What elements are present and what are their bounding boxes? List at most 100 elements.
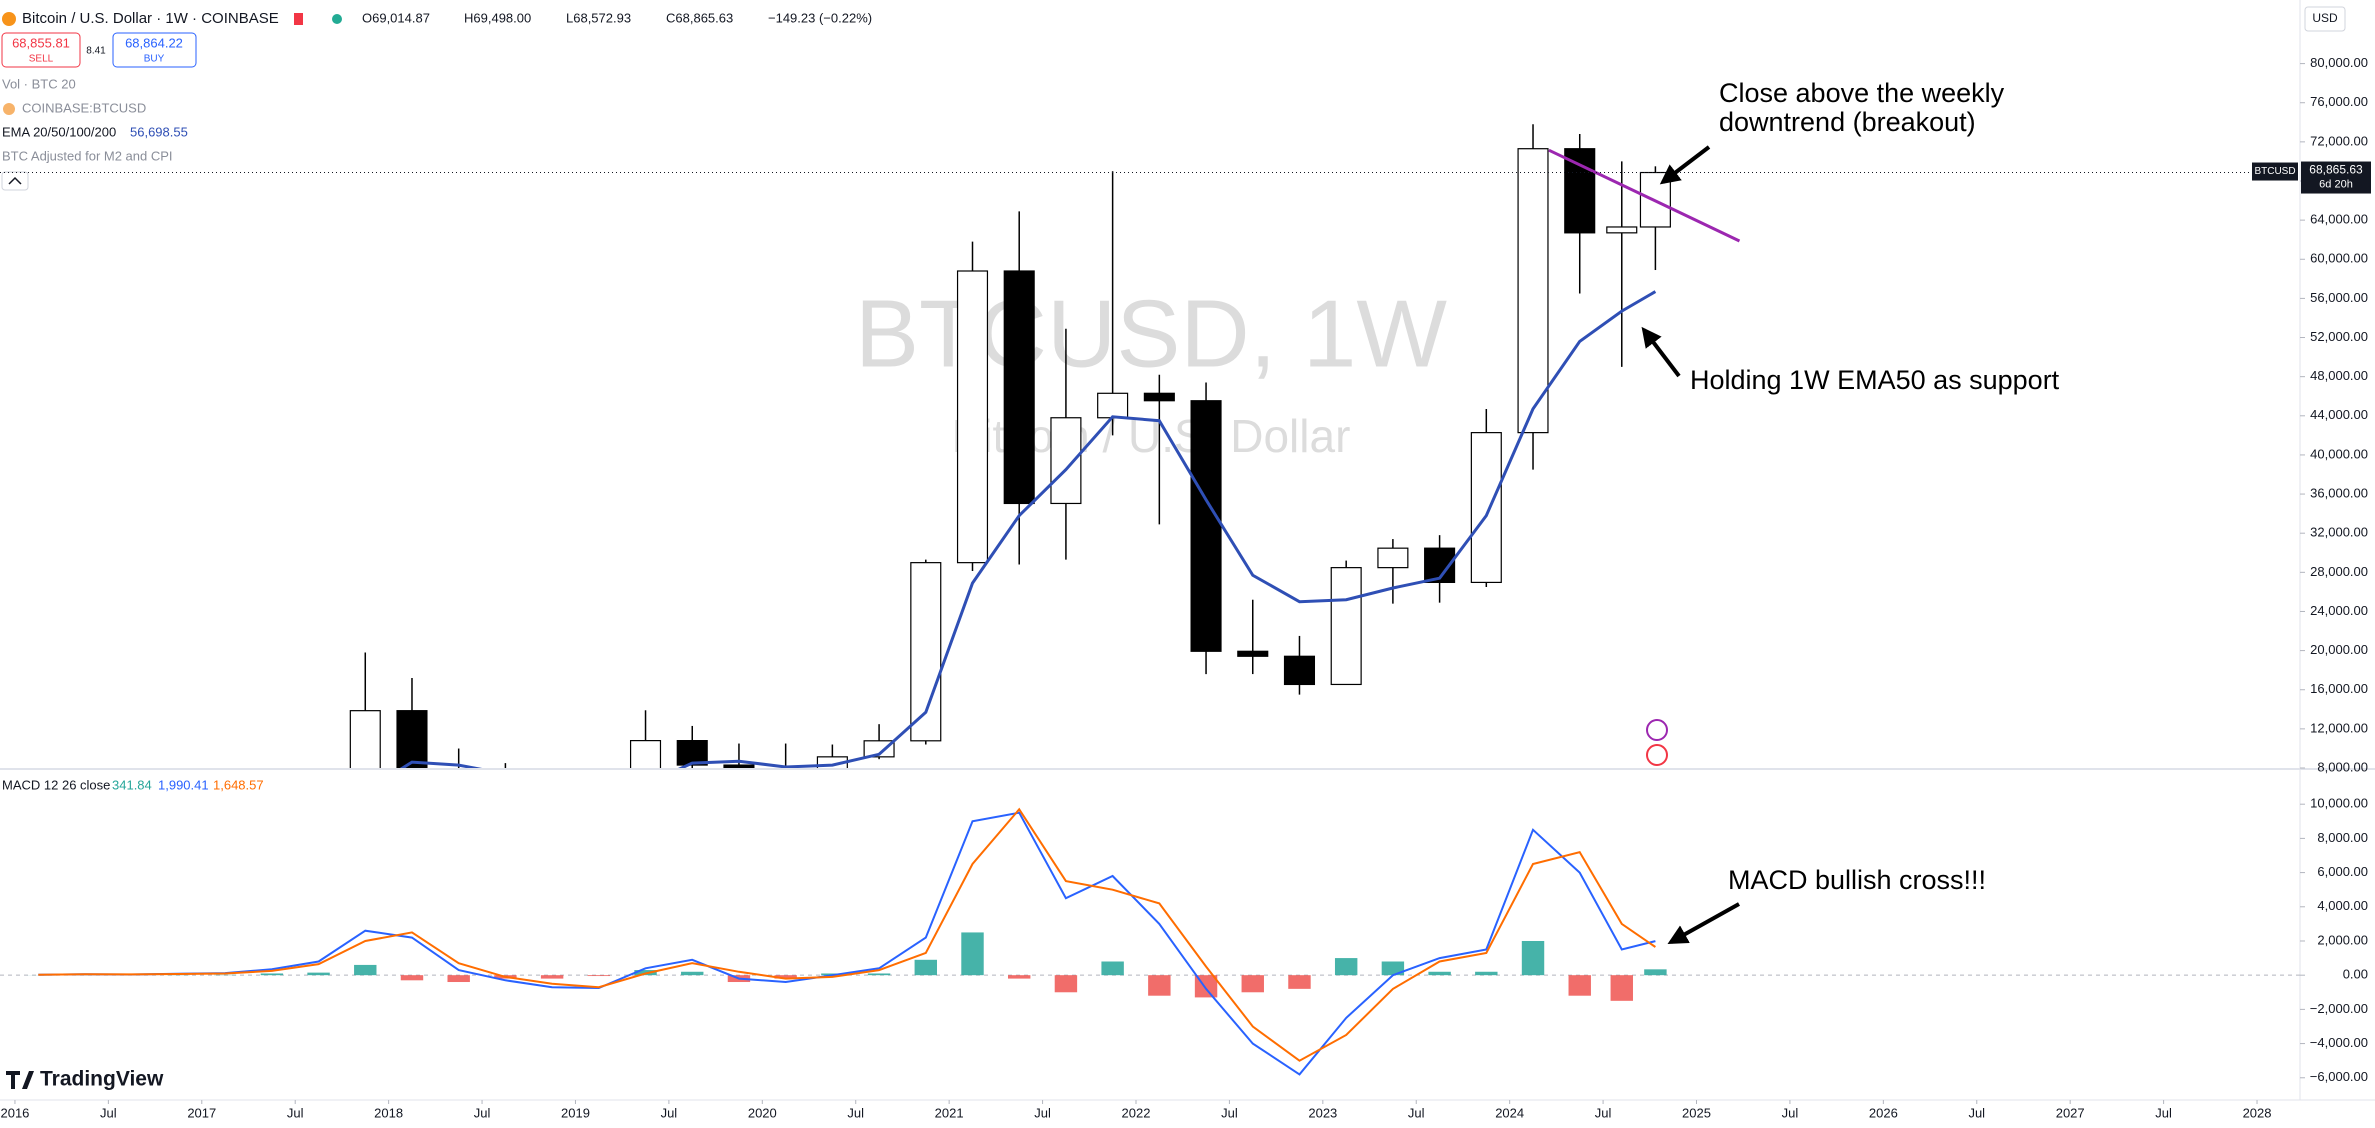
x-tick-label: Jul — [2155, 1105, 2172, 1120]
y-tick-label: 76,000.00 — [2310, 94, 2368, 109]
x-tick-label: 2016 — [0, 1105, 29, 1120]
macd-hist-value: 341.84 — [112, 777, 152, 792]
y-tick-label: 6,000.00 — [2317, 864, 2368, 879]
x-tick-label: Jul — [1782, 1105, 1799, 1120]
y-tick-label: −6,000.00 — [2310, 1069, 2368, 1084]
histogram-bar — [540, 975, 564, 979]
sell-button[interactable] — [1, 32, 81, 68]
candle-body — [676, 740, 708, 766]
candle-body — [1330, 567, 1362, 686]
y-tick-label: 2,000.00 — [2317, 932, 2368, 947]
macd-line-value: 1,990.41 — [158, 777, 209, 792]
y-tick-label: 60,000.00 — [2310, 251, 2368, 266]
histogram-bar — [1334, 958, 1358, 976]
price-tag: 68,865.63 — [2309, 163, 2363, 177]
ema-line — [399, 290, 1657, 768]
candle-body — [1377, 547, 1409, 569]
y-tick-label: −2,000.00 — [2310, 1001, 2368, 1016]
ohlc-close: C68,865.63 — [666, 10, 733, 25]
buy-price: 68,864.22 — [125, 35, 183, 50]
flag-icon[interactable] — [294, 13, 303, 25]
candle-body — [1517, 148, 1549, 434]
annotation: downtrend (breakout) — [1719, 107, 1976, 137]
candle-body — [863, 740, 895, 758]
candle-body — [396, 710, 428, 768]
x-tick-label: 2018 — [374, 1105, 403, 1120]
watermark: BTCUSD, 1W — [855, 280, 1447, 387]
histogram-bar — [1521, 940, 1545, 976]
sell-price: 68,855.81 — [12, 35, 70, 50]
ohlc-high: H69,498.00 — [464, 10, 531, 25]
buy-button[interactable] — [112, 32, 197, 68]
histogram-bar — [400, 975, 424, 981]
y-tick-label: 12,000.00 — [2310, 720, 2368, 735]
x-tick-label: Jul — [847, 1105, 864, 1120]
candle-body — [816, 756, 848, 768]
histogram-bar — [867, 973, 891, 976]
y-tick-label: 72,000.00 — [2310, 133, 2368, 148]
candle-body — [1143, 392, 1175, 402]
y-tick-label: 44,000.00 — [2310, 407, 2368, 422]
x-tick-label: Jul — [287, 1105, 304, 1120]
candle-body — [1470, 432, 1502, 584]
x-tick-label: Jul — [661, 1105, 678, 1120]
histogram-bar — [307, 972, 330, 976]
indicator-ema[interactable]: EMA 20/50/100/200 — [2, 124, 116, 139]
candle-body — [1237, 650, 1269, 657]
macd-line — [38, 811, 1656, 1076]
collapse-button[interactable] — [1, 171, 29, 191]
indicator-compare[interactable]: COINBASE:BTCUSD — [22, 100, 146, 115]
y-tick-label: 4,000.00 — [2317, 898, 2368, 913]
symbol-icon — [2, 12, 16, 26]
annotation: MACD bullish cross!!! — [1728, 865, 1986, 895]
x-tick-label: 2028 — [2243, 1105, 2272, 1120]
y-tick-label: 28,000.00 — [2310, 564, 2368, 579]
currency: USD — [2312, 11, 2338, 25]
price-tag-name: BTCUSD — [2254, 166, 2295, 177]
sell-label: SELL — [29, 54, 54, 65]
histogram-bar — [1381, 961, 1405, 976]
ema-value: 56,698.55 — [130, 124, 188, 139]
market-status — [332, 14, 342, 24]
y-tick-label: 64,000.00 — [2310, 212, 2368, 227]
macd-signal-value: 1,648.57 — [213, 777, 264, 792]
trendline — [1548, 148, 1741, 243]
y-tick-label: 48,000.00 — [2310, 368, 2368, 383]
macd-pane — [0, 807, 2300, 1076]
economic-event-icon[interactable] — [1646, 744, 1668, 766]
y-tick-label: 0.00 — [2343, 967, 2368, 982]
histogram-bar — [1568, 975, 1591, 996]
currency-button[interactable] — [2304, 6, 2346, 32]
x-tick-label: 2025 — [1682, 1105, 1711, 1120]
spread: 8.41 — [86, 46, 106, 57]
event-icon[interactable] — [1646, 719, 1668, 741]
annotation: Holding 1W EMA50 as support — [1690, 365, 2060, 395]
annotation: Close above the weekly — [1719, 78, 2005, 108]
candle-body — [956, 270, 989, 564]
candle-body — [1050, 417, 1082, 505]
indicator-volume[interactable]: Vol · BTC 20 — [2, 76, 76, 91]
compare-icon — [3, 103, 15, 115]
macd-legend[interactable]: MACD 12 26 close — [2, 777, 110, 792]
x-tick-label: 2021 — [935, 1105, 964, 1120]
annotation-arrow — [1667, 902, 1740, 944]
symbol-title: Bitcoin / U.S. Dollar · 1W · COINBASE — [22, 10, 279, 27]
candle-body — [1564, 148, 1596, 234]
buy-label: BUY — [144, 54, 165, 65]
ui-overlay: Bitcoin / U.S. Dollar · 1W · COINBASE O6… — [0, 6, 2371, 1120]
histogram-bar — [587, 975, 611, 977]
y-tick-label: 10,000.00 — [2310, 796, 2368, 811]
x-tick-label: 2020 — [748, 1105, 777, 1120]
x-tick-label: 2019 — [561, 1105, 590, 1120]
x-tick-label: Jul — [100, 1105, 117, 1120]
histogram-bar — [1008, 975, 1031, 979]
x-tick-label: Jul — [1221, 1105, 1238, 1120]
candle-body — [349, 710, 381, 768]
indicator-m2[interactable]: BTC Adjusted for M2 and CPI — [2, 148, 173, 163]
candle-body — [629, 740, 662, 768]
annotation-arrow — [1659, 145, 1711, 185]
